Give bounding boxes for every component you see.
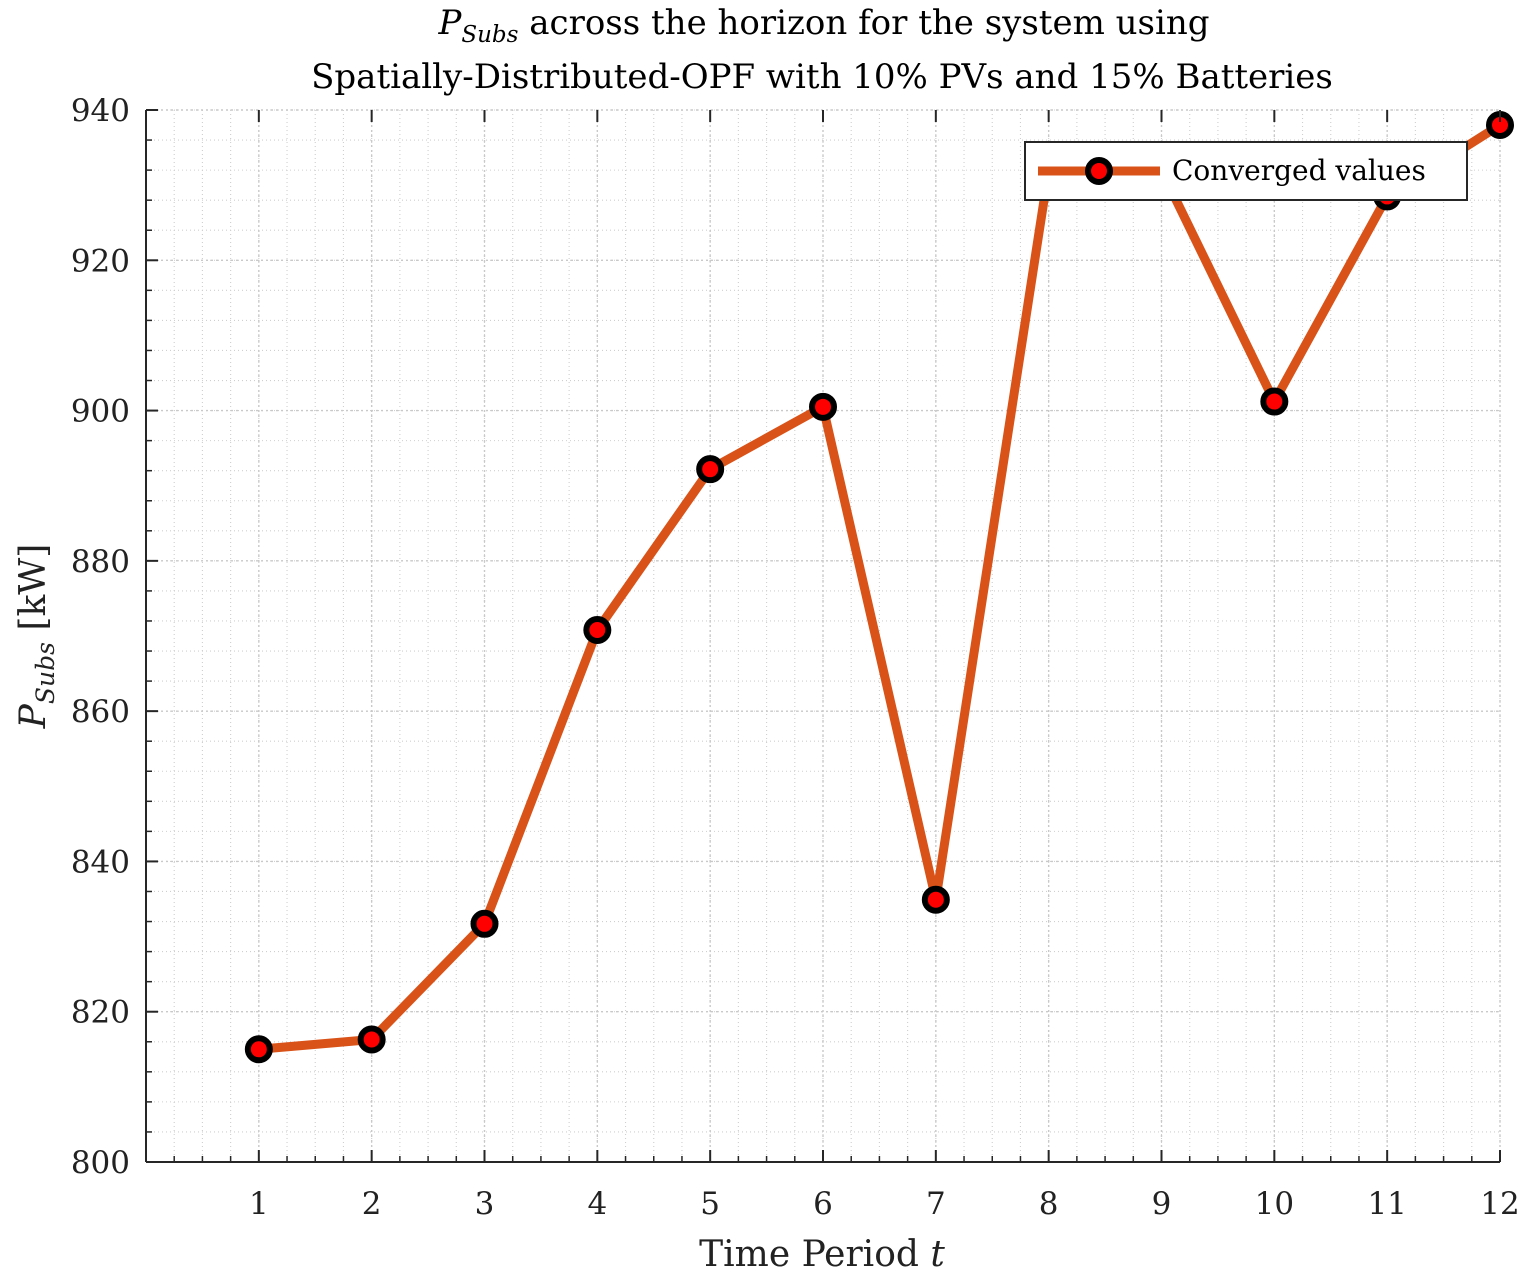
title-rest: across the horizon for the system using (518, 3, 1209, 43)
data-point (583, 615, 612, 644)
x-tick-label: 9 (1152, 1186, 1172, 1222)
data-point (244, 1035, 273, 1064)
y-tick-label: 860 (71, 694, 130, 730)
y-tick-label: 880 (71, 544, 130, 580)
ticks (146, 109, 1501, 1163)
x-tick-label: 4 (587, 1186, 607, 1222)
x-tick-label: 6 (813, 1186, 833, 1222)
data-point (357, 1025, 386, 1054)
data-point (1260, 387, 1289, 416)
x-tick-label: 2 (362, 1186, 382, 1222)
series-line (258, 121, 1503, 1054)
x-tick-label: 11 (1367, 1186, 1406, 1222)
y-axis-label: PSubs [kW] (13, 544, 60, 730)
x-tick-label: 3 (475, 1186, 495, 1222)
y-tick-label: 800 (71, 1145, 130, 1181)
chart-title-line1: PSubs across the horizon for the system … (437, 3, 1209, 48)
x-tick-label: 8 (1039, 1186, 1059, 1222)
y-tick-label: 900 (71, 394, 130, 430)
legend-marker-swatch (1085, 157, 1113, 185)
title-symbol: P (437, 3, 462, 43)
chart-title-line2: Spatially-Distributed-OPF with 10% PVs a… (311, 57, 1333, 97)
data-point (921, 885, 950, 914)
legend[interactable]: Converged values (1024, 141, 1468, 201)
data-point (809, 392, 837, 421)
title-subscript: Subs (461, 22, 518, 48)
y-tick-label: 820 (71, 995, 130, 1031)
y-tick-label: 940 (71, 93, 130, 129)
data-point (696, 455, 725, 484)
y-tick-label: 840 (71, 844, 130, 880)
y-tick-label: 920 (71, 243, 130, 279)
y-axis-label-unit: [kW] (13, 544, 54, 642)
data-point (470, 909, 499, 938)
x-tick-label: 1 (249, 1186, 269, 1222)
y-axis-label-symbol: P (13, 703, 54, 729)
x-tick-label: 10 (1255, 1186, 1294, 1222)
legend-entry-label: Converged values (1172, 154, 1426, 187)
x-tick-label: 7 (926, 1186, 946, 1222)
x-axis-label-var: t (930, 1234, 945, 1274)
x-tick-label: 12 (1480, 1186, 1519, 1222)
y-axis-label-subscript: Subs (31, 642, 60, 704)
series-line-group (258, 121, 1503, 1054)
x-axis-label: Time Period t (699, 1234, 945, 1274)
x-axis-label-text: Time Period (699, 1234, 930, 1274)
x-tick-label: 5 (700, 1186, 720, 1222)
